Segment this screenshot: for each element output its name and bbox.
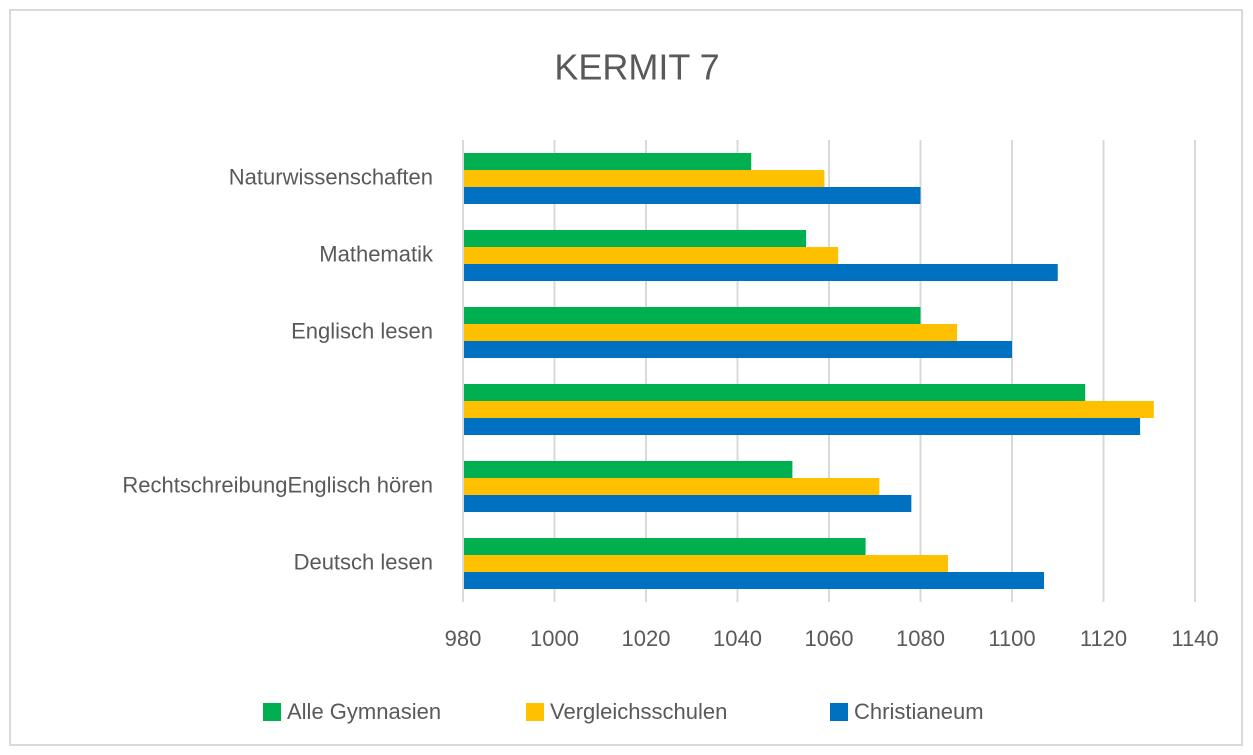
- bar: [463, 384, 1086, 401]
- bar: [463, 153, 752, 170]
- bar: [463, 324, 958, 341]
- bar: [463, 461, 793, 478]
- bar: [463, 264, 1058, 281]
- y-tick-label: Naturwissenschaften: [229, 164, 433, 189]
- x-tick-label: 1080: [896, 626, 945, 651]
- bar: [463, 187, 921, 204]
- x-tick-label: 1100: [988, 626, 1035, 651]
- bar: [463, 341, 1012, 358]
- chart-title: KERMIT 7: [554, 47, 719, 88]
- chart-frame: [9, 9, 1243, 746]
- x-tick-label: 1120: [1080, 626, 1127, 651]
- legend-swatch: [830, 703, 848, 721]
- bar: [463, 572, 1045, 589]
- x-tick-label: 1060: [805, 626, 854, 651]
- x-tick-label: 980: [445, 626, 482, 651]
- x-tick-label: 1000: [530, 626, 579, 651]
- bar: [463, 495, 912, 512]
- bar: [463, 230, 807, 247]
- legend-label: Alle Gymnasien: [287, 699, 441, 724]
- bar: [463, 538, 866, 555]
- legend-swatch: [263, 703, 281, 721]
- y-tick-label: Deutsch lesen: [294, 549, 433, 574]
- x-tick-label: 1140: [1171, 626, 1218, 651]
- x-tick-label: 1020: [622, 626, 671, 651]
- y-tick-label: Mathematik: [319, 241, 434, 266]
- bar: [463, 555, 948, 572]
- bar: [463, 478, 880, 495]
- legend-label: Vergleichsschulen: [550, 699, 727, 724]
- bar: [463, 307, 921, 324]
- y-tick-label: RechtschreibungEnglisch hören: [122, 472, 433, 497]
- bar: [463, 418, 1141, 435]
- y-tick-label: Englisch lesen: [291, 318, 433, 343]
- legend-label: Christianeum: [854, 699, 984, 724]
- x-tick-label: 1040: [713, 626, 762, 651]
- bar: [463, 401, 1154, 418]
- bar: [463, 170, 825, 187]
- legend-swatch: [526, 703, 544, 721]
- bar: [463, 247, 839, 264]
